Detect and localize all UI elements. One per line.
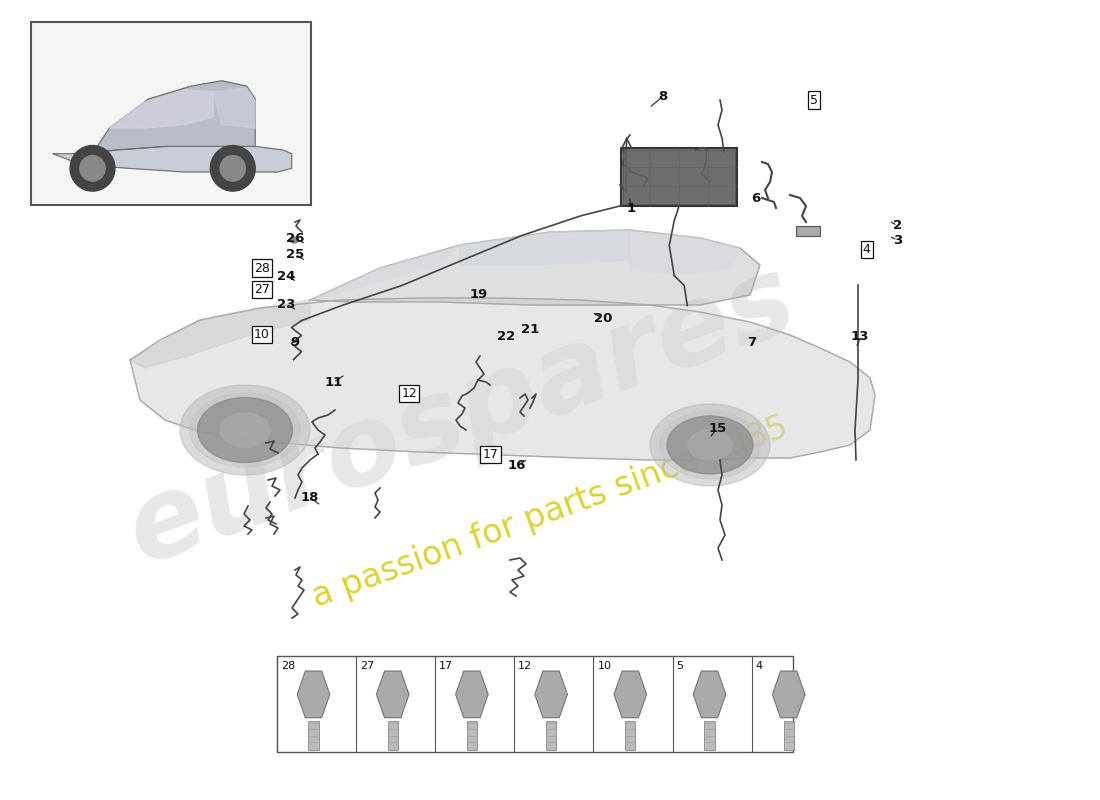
- Text: 17: 17: [483, 448, 498, 461]
- Text: 7: 7: [747, 336, 756, 349]
- Text: a passion for parts since 1985: a passion for parts since 1985: [308, 410, 792, 614]
- Polygon shape: [213, 88, 255, 128]
- Text: 27: 27: [360, 661, 374, 671]
- Polygon shape: [92, 81, 255, 154]
- Text: 15: 15: [708, 422, 726, 434]
- Polygon shape: [310, 230, 760, 305]
- Polygon shape: [772, 671, 805, 718]
- Text: 22: 22: [497, 330, 515, 342]
- Text: 6: 6: [751, 192, 760, 205]
- Text: 25: 25: [286, 248, 304, 261]
- Bar: [625, 722, 636, 750]
- Bar: [704, 722, 715, 750]
- Text: 3: 3: [893, 234, 902, 246]
- Bar: [783, 722, 794, 750]
- Text: 17: 17: [439, 661, 453, 671]
- Text: 10: 10: [254, 328, 270, 341]
- Ellipse shape: [198, 398, 293, 462]
- Bar: [796, 226, 820, 236]
- Polygon shape: [376, 671, 409, 718]
- Text: 21: 21: [521, 323, 539, 336]
- Text: 27: 27: [254, 283, 270, 296]
- Ellipse shape: [210, 146, 255, 191]
- Bar: [387, 722, 398, 750]
- Text: 24: 24: [277, 270, 295, 282]
- Polygon shape: [693, 671, 726, 718]
- Text: 5: 5: [810, 94, 818, 106]
- Polygon shape: [310, 245, 460, 300]
- Text: 12: 12: [402, 387, 417, 400]
- Ellipse shape: [667, 416, 754, 474]
- Text: 8: 8: [659, 90, 668, 102]
- Bar: [466, 722, 477, 750]
- Text: 12: 12: [518, 661, 532, 671]
- Text: 18: 18: [301, 491, 319, 504]
- Polygon shape: [297, 671, 330, 718]
- Bar: [546, 722, 557, 750]
- Polygon shape: [614, 671, 647, 718]
- Polygon shape: [53, 146, 292, 172]
- Polygon shape: [109, 90, 213, 128]
- Text: 11: 11: [324, 376, 342, 389]
- Text: 28: 28: [254, 262, 270, 274]
- Polygon shape: [535, 671, 568, 718]
- Text: 10: 10: [597, 661, 612, 671]
- Ellipse shape: [290, 237, 298, 243]
- Ellipse shape: [80, 155, 106, 181]
- Polygon shape: [460, 230, 630, 265]
- Text: 4: 4: [756, 661, 763, 671]
- Text: 16: 16: [508, 459, 526, 472]
- Bar: [624, 150, 735, 204]
- Text: 19: 19: [470, 288, 487, 301]
- Text: 1: 1: [627, 202, 636, 214]
- Ellipse shape: [650, 404, 770, 486]
- Text: 28: 28: [280, 661, 295, 671]
- Ellipse shape: [688, 430, 732, 460]
- Bar: [308, 722, 319, 750]
- Text: 5: 5: [676, 661, 683, 671]
- Text: 13: 13: [851, 330, 869, 342]
- Ellipse shape: [220, 155, 245, 181]
- Bar: [31, 22, 311, 205]
- Ellipse shape: [190, 393, 300, 467]
- Text: 23: 23: [277, 298, 295, 310]
- Text: 4: 4: [862, 243, 871, 256]
- Text: 20: 20: [594, 312, 612, 325]
- Polygon shape: [630, 230, 740, 275]
- Ellipse shape: [220, 413, 270, 447]
- Text: 2: 2: [893, 219, 902, 232]
- Polygon shape: [130, 298, 874, 460]
- Ellipse shape: [660, 411, 760, 479]
- Text: eurospares: eurospares: [113, 246, 811, 586]
- Text: 26: 26: [286, 232, 304, 245]
- Bar: [621, 148, 737, 206]
- Polygon shape: [455, 671, 488, 718]
- Ellipse shape: [70, 146, 114, 191]
- Polygon shape: [130, 300, 310, 368]
- Ellipse shape: [180, 385, 310, 475]
- Text: 9: 9: [290, 336, 299, 349]
- Bar: [277, 656, 792, 752]
